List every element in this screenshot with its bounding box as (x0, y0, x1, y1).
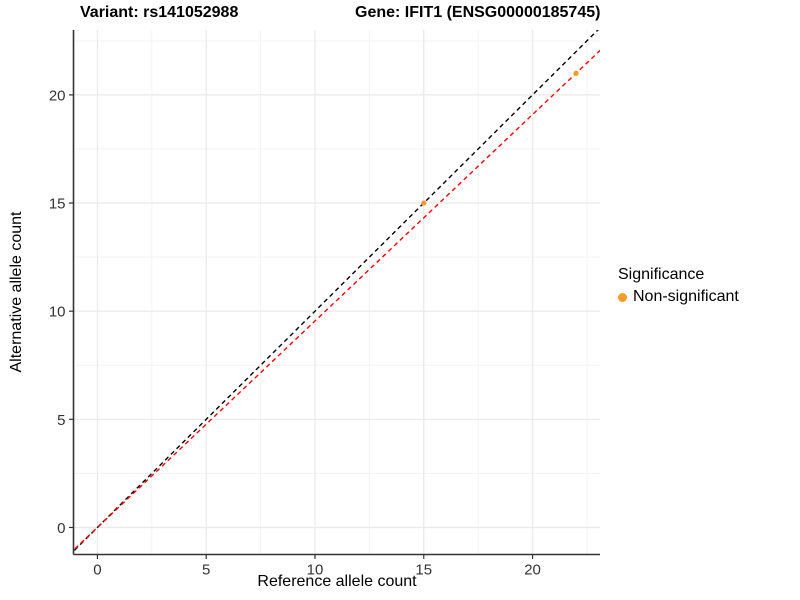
fit-line (73, 49, 600, 552)
x-tick-label: 10 (307, 562, 324, 579)
legend-entry: Non-significant (616, 288, 739, 306)
x-tick-label: 15 (415, 562, 432, 579)
identity-line (73, 30, 599, 553)
plot-title-variant: Variant: rs141052988 (80, 4, 239, 21)
x-tick-label: 0 (93, 562, 101, 579)
y-tick-label: 0 (57, 520, 65, 537)
y-tick-label: 10 (49, 304, 66, 321)
y-tick-label: 20 (49, 87, 66, 104)
data-point (421, 200, 427, 206)
legend-entry-label: Non-significant (633, 288, 739, 305)
y-tick-label: 5 (57, 412, 65, 429)
x-tick-label: 20 (524, 562, 541, 579)
legend: Significance Non-significant (616, 266, 739, 306)
x-axis-title: Reference allele count (257, 573, 417, 590)
data-point (573, 70, 579, 76)
orange-point-icon (618, 292, 627, 302)
x-tick-label: 5 (202, 562, 210, 579)
y-axis-title: Alternative allele count (8, 211, 25, 373)
y-tick-label: 15 (49, 196, 66, 213)
plot-title-gene: Gene: IFIT1 (ENSG00000185745) (355, 4, 601, 21)
legend-title: Significance (618, 266, 705, 283)
